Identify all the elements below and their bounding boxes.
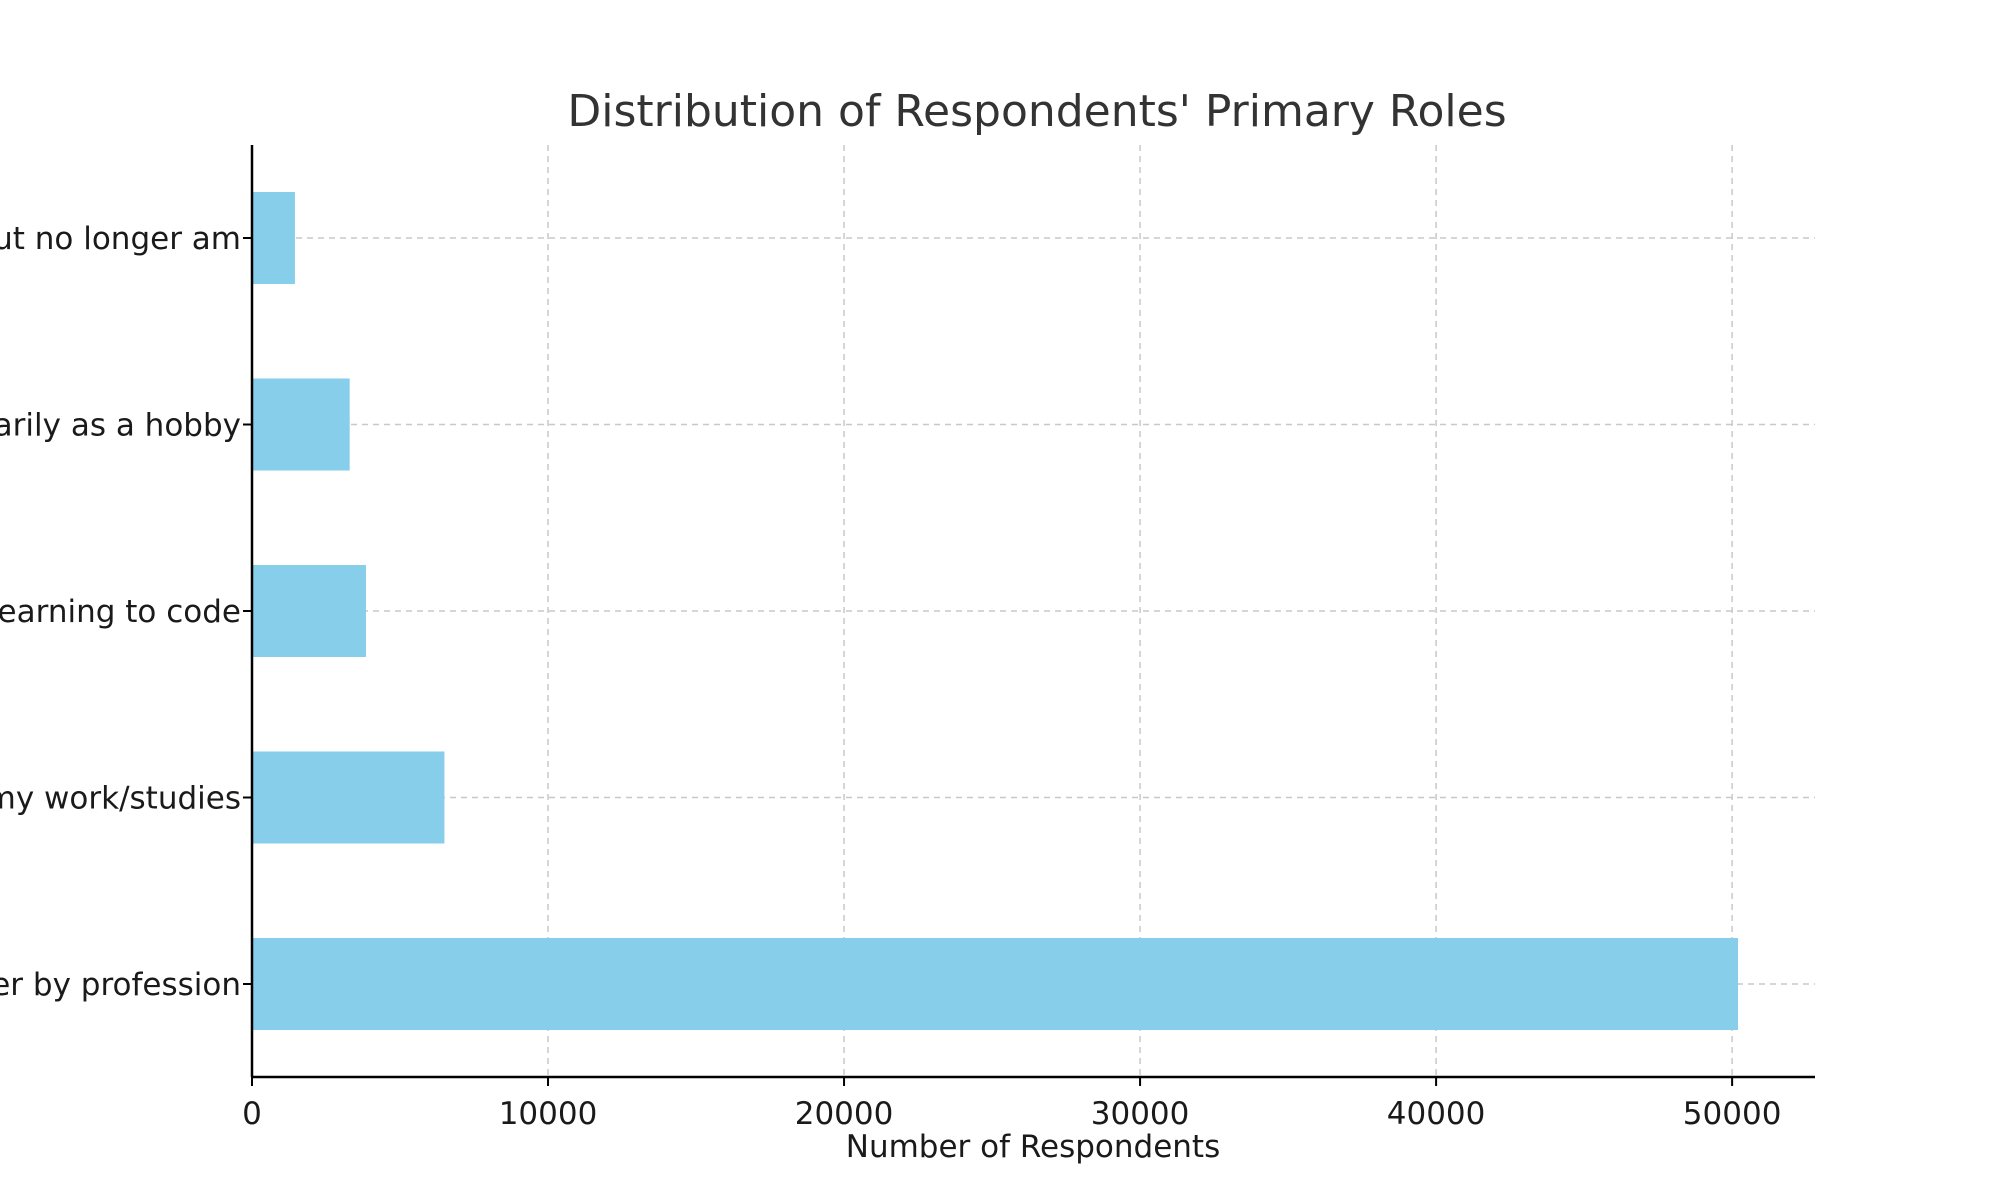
y-tick-label: I code primarily as part of my work/stud… [0,781,241,817]
chart-title: Distribution of Respondents' Primary Rol… [567,86,1506,137]
bar [252,378,350,471]
x-tick-label: 40000 [1387,1096,1486,1132]
y-tick-label: I am learning to code [0,594,241,630]
y-tick-label: I code primarily as a hobby [0,408,241,444]
x-tick-label: 10000 [499,1096,598,1132]
bar [252,192,295,284]
x-tick-label: 20000 [795,1096,894,1132]
bar [252,565,366,657]
bar [252,938,1739,1030]
x-tick-label: 30000 [1091,1096,1190,1132]
y-tick-label: I am a developer by profession [0,967,241,1003]
x-tick-label: 50000 [1683,1096,1782,1132]
y-tick-label: I used to be a developer by profession, … [0,221,241,257]
bars [252,192,1739,1030]
x-tick-label: 0 [242,1096,262,1132]
bar [252,751,445,844]
ticks: 0 10000 20000 30000 40000 50000 I am a develop… [0,221,1781,1132]
x-axis-label: Number of Respondents [846,1129,1220,1165]
grid-lines [251,145,1815,1077]
